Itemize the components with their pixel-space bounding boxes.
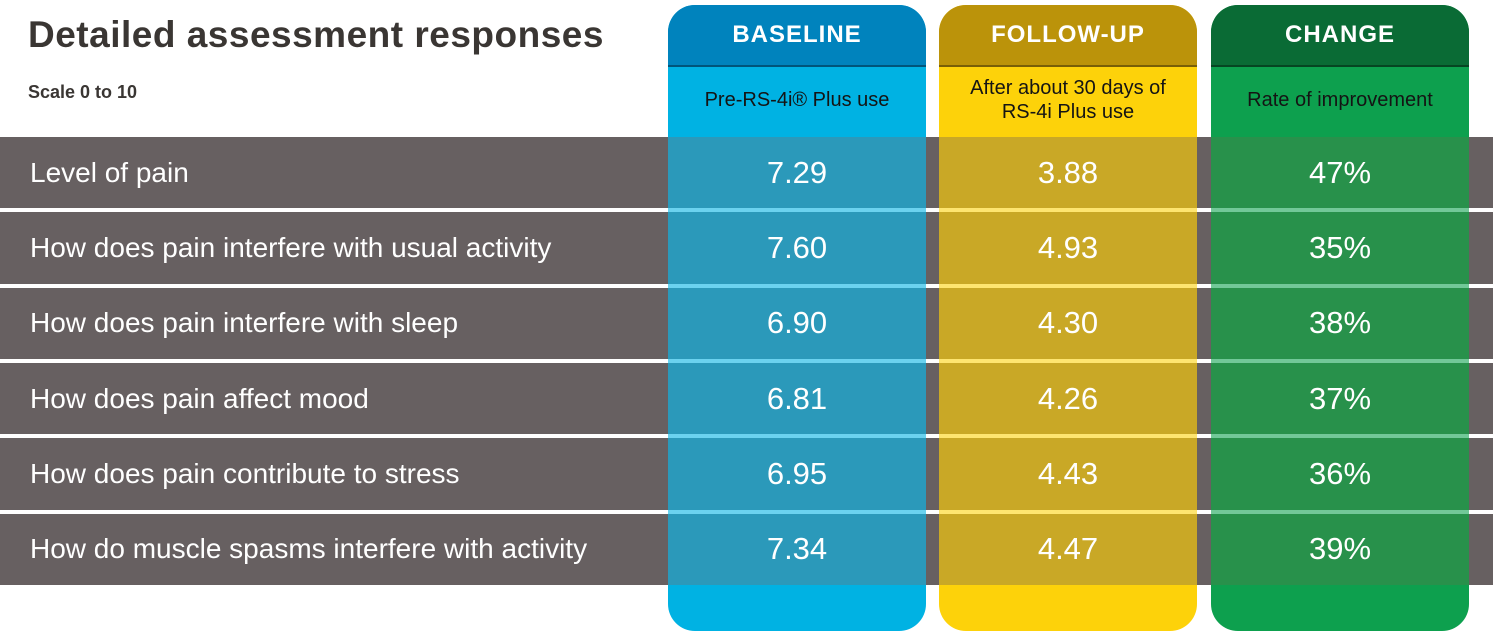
- value-cell: 4.43: [939, 438, 1197, 510]
- value-cell: 47%: [1211, 137, 1469, 209]
- row-label: How do muscle spasms interfere with acti…: [30, 533, 588, 565]
- column-change-subheader: Rate of improvement: [1211, 67, 1469, 135]
- value-cell: 36%: [1211, 438, 1469, 510]
- value-cell: 7.29: [668, 137, 926, 209]
- value-cell: 7.34: [668, 513, 926, 585]
- value-cell: 4.26: [939, 362, 1197, 435]
- column-change-header: CHANGE: [1211, 5, 1469, 67]
- value-cell: 39%: [1211, 513, 1469, 585]
- row-label: Level of pain: [30, 156, 189, 188]
- row-label: How does pain interfere with sleep: [30, 307, 459, 339]
- row-label: How does pain affect mood: [30, 382, 369, 414]
- row-label: How does pain contribute to stress: [30, 457, 460, 489]
- column-change-values: 47% 35% 38% 37% 36% 39%: [1211, 137, 1469, 585]
- value-cell: 6.95: [668, 438, 926, 510]
- column-baseline-values: 7.29 7.60 6.90 6.81 6.95 7.34: [668, 137, 926, 585]
- column-change: CHANGE Rate of improvement 47% 35% 38% 3…: [1211, 5, 1469, 631]
- value-cell: 4.47: [939, 513, 1197, 585]
- row-label: How does pain interfere with usual activ…: [30, 231, 552, 263]
- page-title: Detailed assessment responses: [28, 14, 604, 55]
- column-followup-values: 3.88 4.93 4.30 4.26 4.43 4.47: [939, 137, 1197, 585]
- value-cell: 6.90: [668, 287, 926, 359]
- column-followup-header: FOLLOW-UP: [939, 5, 1197, 67]
- value-cell: 7.60: [668, 212, 926, 284]
- value-cell: 3.88: [939, 137, 1197, 209]
- column-baseline-subheader: Pre-RS-4i® Plus use: [668, 67, 926, 135]
- column-baseline-header: BASELINE: [668, 5, 926, 67]
- column-followup: FOLLOW-UP After about 30 days of RS-4i P…: [939, 5, 1197, 631]
- value-cell: 38%: [1211, 287, 1469, 359]
- value-cell: 37%: [1211, 362, 1469, 435]
- value-cell: 4.30: [939, 287, 1197, 359]
- value-cell: 35%: [1211, 212, 1469, 284]
- value-cell: 6.81: [668, 362, 926, 435]
- column-baseline: BASELINE Pre-RS-4i® Plus use 7.29 7.60 6…: [668, 5, 926, 631]
- page-subtitle: Scale 0 to 10: [28, 82, 138, 102]
- column-followup-subheader: After about 30 days of RS-4i Plus use: [939, 67, 1197, 135]
- value-cell: 4.93: [939, 212, 1197, 284]
